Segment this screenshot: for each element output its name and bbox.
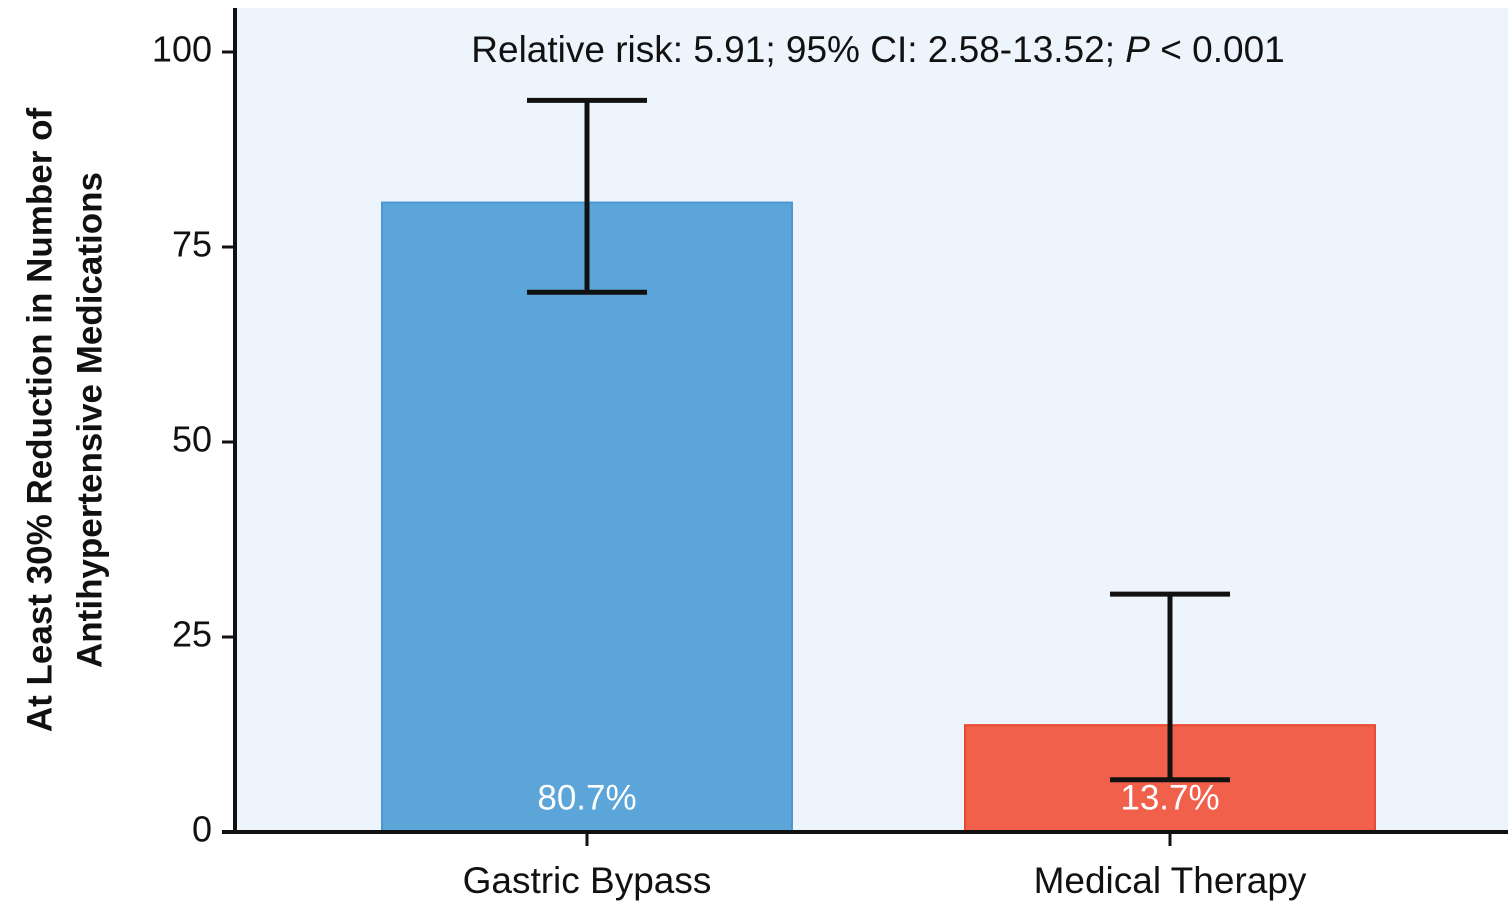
bar <box>381 201 793 834</box>
y-tick-label: 100 <box>152 29 212 70</box>
annotation: Relative risk: 5.91; 95% CI: 2.58-13.52;… <box>471 29 1284 70</box>
x-tick-label: Gastric Bypass <box>463 860 712 901</box>
x-tick-label: Medical Therapy <box>1034 860 1307 901</box>
y-tick-label: 25 <box>172 614 212 655</box>
value-label: 80.7% <box>537 778 636 817</box>
error-bar <box>527 97 647 295</box>
value-label: 13.7% <box>1120 778 1219 817</box>
y-axis-label: At Least 30% Reduction in Number of Anti… <box>20 108 109 733</box>
annotation-part: P <box>1125 29 1150 70</box>
y-tick-label: 75 <box>172 224 212 265</box>
error-bar <box>1110 591 1230 783</box>
annotation-part: < 0.001 <box>1150 29 1285 70</box>
annotation-part: Relative risk: 5.91; 95% CI: 2.58-13.52; <box>471 29 1125 70</box>
y-tick-label: 50 <box>172 419 212 460</box>
y-axis-label-line: At Least 30% Reduction in Number of <box>20 108 59 733</box>
y-tick-label: 0 <box>192 809 212 850</box>
y-axis-label-line: Antihypertensive Medications <box>70 172 109 668</box>
